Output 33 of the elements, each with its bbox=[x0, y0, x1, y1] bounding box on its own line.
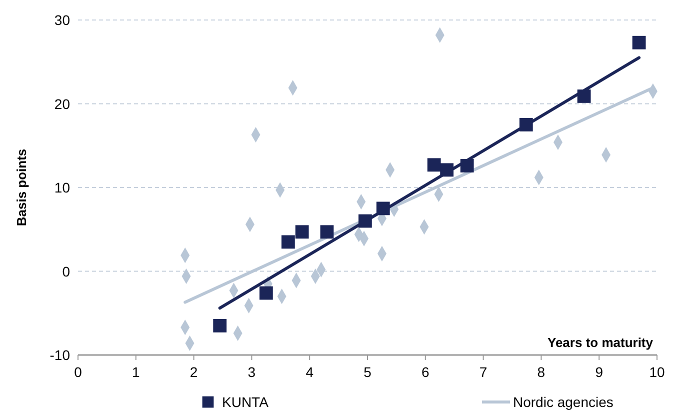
point bbox=[358, 214, 372, 228]
x-tick-label: 9 bbox=[595, 364, 604, 380]
point bbox=[519, 118, 533, 132]
x-tick-label: 6 bbox=[422, 364, 430, 380]
y-axis-title: Basis points bbox=[14, 148, 29, 226]
x-tick-label: 3 bbox=[248, 364, 256, 380]
point bbox=[295, 225, 309, 239]
point bbox=[320, 225, 334, 239]
point bbox=[376, 202, 390, 216]
point bbox=[281, 235, 295, 249]
x-axis-title: Years to maturity bbox=[548, 335, 654, 350]
x-tick-label: 5 bbox=[364, 364, 372, 380]
legend-label: Nordic agencies bbox=[513, 394, 614, 410]
y-tick-label: 0 bbox=[62, 263, 70, 280]
point bbox=[460, 159, 474, 172]
x-tick-label: 0 bbox=[74, 364, 82, 380]
x-tick-label: 8 bbox=[537, 364, 546, 380]
y-tick-label: 20 bbox=[54, 96, 70, 112]
point bbox=[213, 318, 227, 332]
x-tick-label: 2 bbox=[190, 364, 198, 380]
x-tick-label: 7 bbox=[479, 364, 488, 380]
x-tick-label: 4 bbox=[306, 364, 314, 380]
x-tick-label: 1 bbox=[132, 364, 140, 380]
y-tick-label: 10 bbox=[54, 180, 70, 196]
legend-label: KUNTA bbox=[222, 394, 270, 410]
x-tick-label: 10 bbox=[649, 364, 665, 380]
y-tick-label: -10 bbox=[50, 347, 70, 363]
point bbox=[577, 90, 591, 103]
y-tick-label: 30 bbox=[54, 12, 70, 28]
point bbox=[259, 286, 273, 300]
point bbox=[427, 158, 441, 172]
point bbox=[440, 163, 454, 177]
point bbox=[632, 36, 646, 50]
